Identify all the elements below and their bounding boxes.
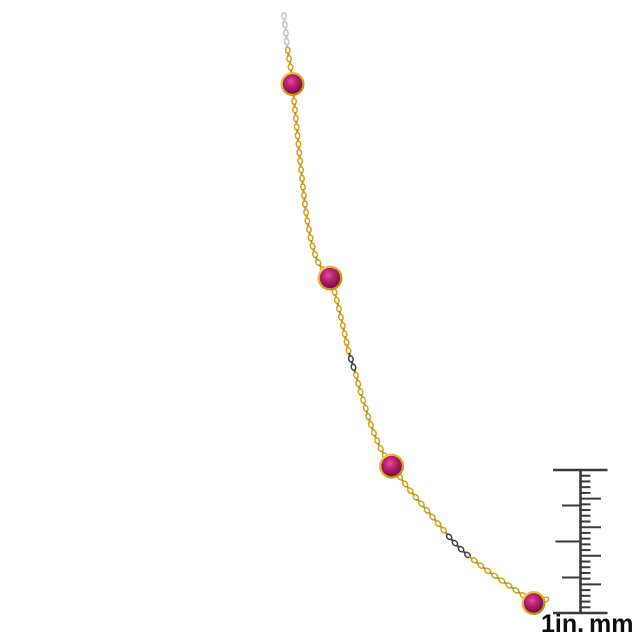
gem-station	[317, 265, 343, 291]
chain-link	[365, 412, 372, 421]
chain-link	[360, 396, 367, 404]
gem-station	[280, 72, 305, 96]
chain-link	[311, 250, 319, 259]
chain-link	[370, 429, 378, 437]
chain-link	[350, 363, 357, 371]
gem-stone	[381, 455, 402, 477]
chain-link	[347, 355, 354, 363]
ruler-inch-label: 1in.	[541, 610, 585, 638]
chain-link	[362, 404, 369, 413]
gem-stone	[523, 593, 544, 613]
chain-guide-path	[284, 16, 547, 603]
gem-station	[521, 591, 546, 615]
chain-link	[357, 388, 364, 396]
necklace-chain	[281, 12, 550, 606]
gem-stone	[282, 74, 303, 94]
gem-stone	[319, 267, 341, 289]
ruler-mm-label: mm	[589, 610, 634, 638]
chain-link	[374, 437, 381, 445]
chain-link	[367, 420, 375, 429]
scale-ruler	[553, 468, 608, 615]
gem-stations	[280, 72, 546, 615]
gem-station	[379, 453, 404, 479]
